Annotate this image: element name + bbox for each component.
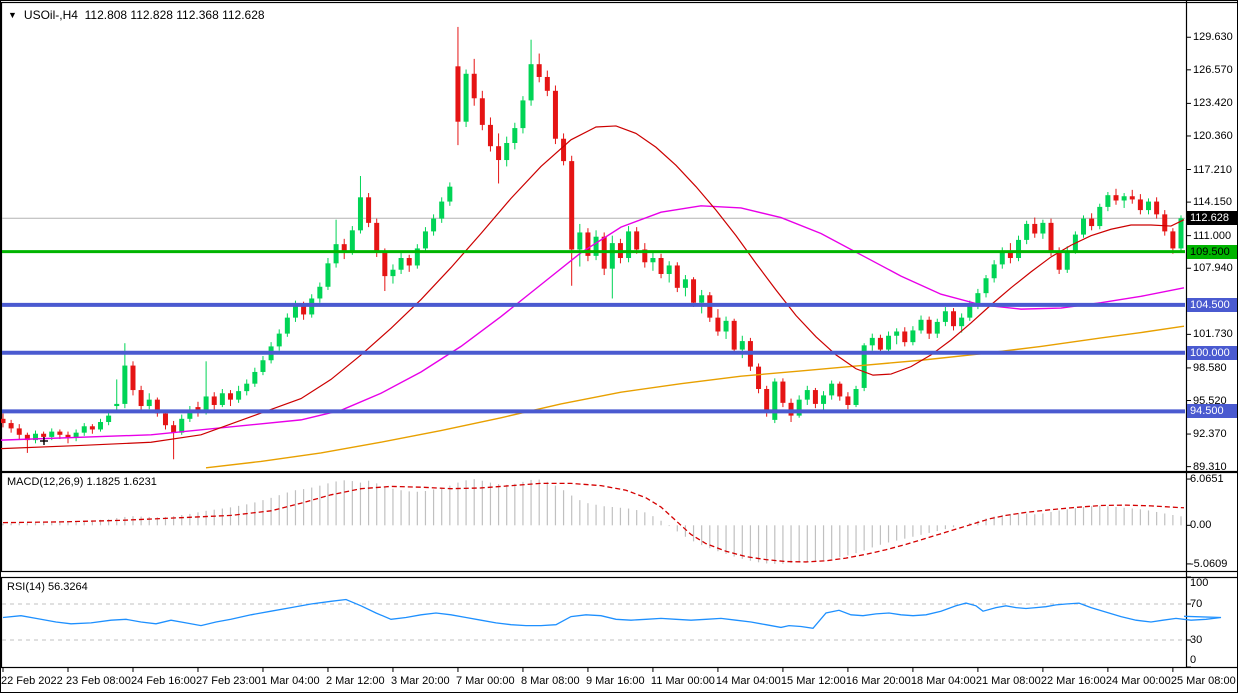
date-tick-label: 3 Mar 20:00 [390,675,450,687]
price-axis-label: 111.000 [1193,229,1232,242]
date-tick-label: 7 Mar 00:00 [455,675,515,687]
price-axis-label: 89.310 [1193,460,1227,473]
macd-axis-label: 0.00 [1190,519,1212,532]
macd-axis-label: -5.0609 [1190,557,1228,570]
price-axis-label: 117.210 [1193,163,1232,176]
price-axis-label: 101.730 [1193,328,1233,341]
price-axis-label: 114.150 [1193,196,1232,209]
symbol-timeframe-label: USOil-,H4 [23,8,78,22]
date-tick-label: 2 Mar 12:00 [325,675,385,687]
macd-name: MACD(12,26,9) [7,476,84,488]
date-tick-label: 15 Mar 12:00 [780,675,846,687]
rsi-line [2,598,1222,629]
macd-indicator-label: MACD(12,26,9) 1.1825 1.6231 [7,476,157,488]
price-level-badge: 104.500 [1187,297,1237,312]
date-tick-label: 27 Feb 23:00 [195,675,261,687]
date-tick-label: 16 Mar 20:00 [845,675,911,687]
rsi-axis-label: 30 [1190,634,1203,646]
quote-ohlc-values: 112.808 112.828 112.368 112.628 [84,8,265,22]
rsi-axis-label: 100 [1190,577,1209,589]
price-axis-label: 98.580 [1193,361,1227,374]
ma-mid-magenta-line [1,205,1185,441]
price-level-badge: 94.500 [1187,404,1237,419]
price-axis-label: 126.570 [1193,63,1233,76]
date-tick-label: 22 Mar 16:00 [1040,675,1106,687]
rsi-indicator-label: RSI(14) 56.3264 [7,581,88,593]
date-tick-label: 18 Mar 04:00 [910,675,976,687]
current-price-badge: 112.628 [1187,211,1237,226]
macd-histogram [2,479,1182,564]
price-level-badge: 100.000 [1187,345,1237,360]
price-axis-label: 95.520 [1193,394,1227,407]
price-level-badge: 109.500 [1187,244,1237,259]
rsi-axis-label: 70 [1190,598,1203,610]
price-axis-label: 129.630 [1193,31,1233,44]
ma-fast-red-line [1,125,1185,450]
date-tick-label: 25 Mar 08:00 [1170,675,1236,687]
price-axis-label: 92.370 [1193,428,1227,441]
date-tick-label: 11 Mar 00:00 [650,675,715,687]
price-axis-label: 120.360 [1193,129,1233,142]
ma-slow-orange-line [205,325,1185,469]
date-tick-label: 24 Mar 00:00 [1105,675,1171,687]
chart-title: ▼ USOil-,H4 112.808 112.828 112.368 112.6… [8,8,265,22]
macd-values: 1.1825 1.6231 [86,476,157,488]
date-tick-label: 14 Mar 04:00 [715,675,781,687]
date-tick-label: 1 Mar 04:00 [260,675,320,687]
rsi-value: 56.3264 [47,581,88,593]
date-tick-label: 24 Feb 16:00 [130,675,196,687]
price-axis-label: 107.940 [1193,262,1233,275]
rsi-name: RSI(14) [7,581,45,593]
date-tick-label: 23 Feb 08:00 [65,675,131,687]
date-tick-label: 8 Mar 08:00 [520,675,580,687]
macd-axis-label: 6.0651 [1190,473,1224,486]
date-tick-label: 9 Mar 16:00 [585,675,645,687]
rsi-axis-label: 0 [1190,654,1197,666]
date-tick-label: 21 Mar 08:00 [975,675,1041,687]
macd-signal-line [2,482,1185,563]
candlestick-series [1,26,1184,460]
price-axis-label: 123.420 [1193,97,1233,110]
date-tick-label: 22 Feb 2022 [1,675,63,687]
symbol-dropdown-icon[interactable]: ▼ [8,10,17,20]
